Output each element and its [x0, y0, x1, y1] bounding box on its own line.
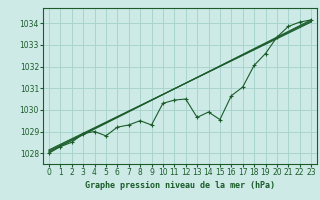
X-axis label: Graphe pression niveau de la mer (hPa): Graphe pression niveau de la mer (hPa)	[85, 181, 275, 190]
